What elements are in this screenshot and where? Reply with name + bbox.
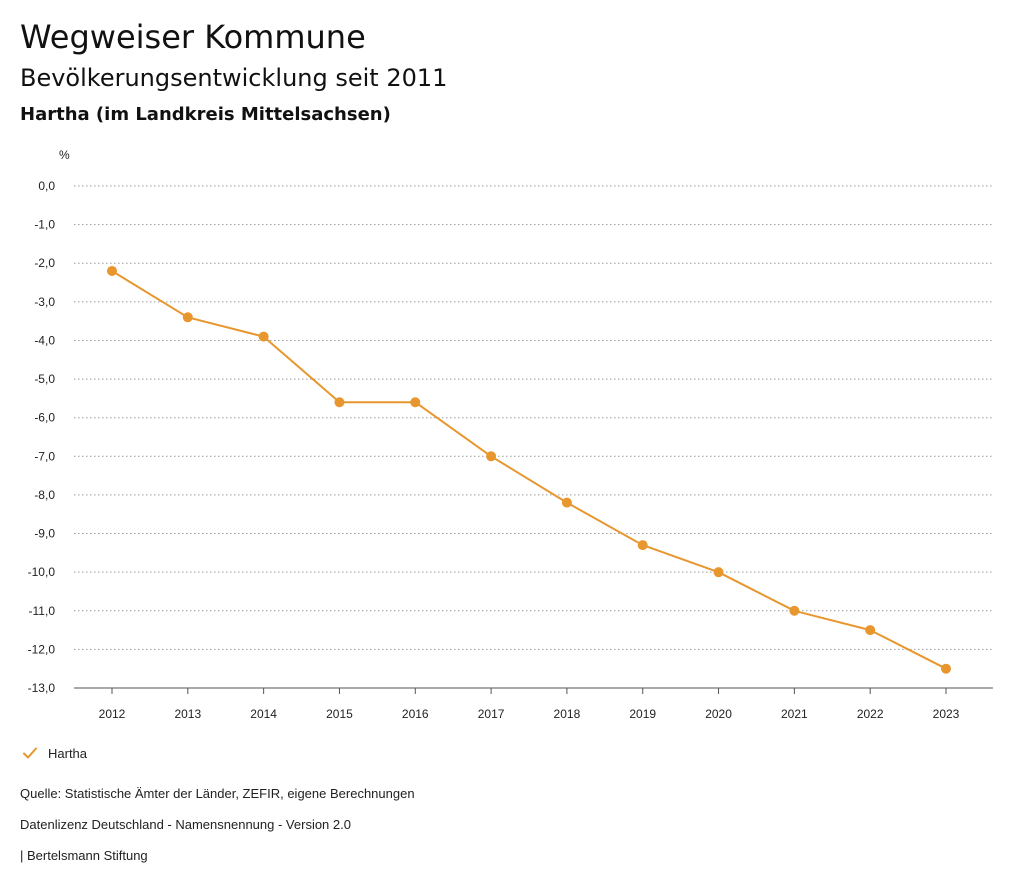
chart-subtitle: Bevölkerungsentwicklung seit 2011	[20, 64, 448, 92]
data-point[interactable]	[334, 397, 345, 408]
y-tick-label: -13,0	[28, 681, 56, 695]
y-tick-label: -5,0	[34, 372, 55, 386]
x-tick-labels: 2012 2013 2014 2015 2016 2017 2018 2019 2020 2021…	[99, 688, 960, 721]
y-unit-label: %	[59, 148, 70, 162]
x-tick-label: 2012	[99, 707, 126, 721]
publisher-note: | Bertelsmann Stiftung	[20, 848, 148, 863]
data-point[interactable]	[789, 605, 800, 616]
page-title: Wegweiser Kommune	[20, 18, 366, 56]
y-tick-label: -2,0	[34, 256, 55, 270]
y-tick-label: -4,0	[34, 333, 55, 347]
x-tick-label: 2018	[554, 707, 581, 721]
legend-label: Hartha	[48, 745, 88, 761]
y-tick-label: -11,0	[29, 604, 56, 618]
data-point[interactable]	[713, 567, 724, 578]
y-tick-label: -10,0	[28, 565, 56, 579]
x-tick-label: 2014	[250, 707, 277, 721]
data-point[interactable]	[865, 625, 876, 636]
data-point[interactable]	[637, 540, 648, 551]
y-tick-label: -7,0	[34, 449, 55, 463]
series-layer	[107, 265, 951, 674]
y-tick-label: -3,0	[34, 295, 55, 309]
y-tick-labels: % 0,0 -1,0 -2,0 -3,0 -4,0 -5,0 -6,0 -7,0 -8,0 -9,0…	[28, 148, 70, 695]
y-tick-label: -1,0	[34, 218, 55, 232]
grid-layer	[74, 185, 993, 689]
y-tick-label: -6,0	[34, 411, 55, 425]
x-tick-label: 2015	[326, 707, 353, 721]
x-tick-label: 2022	[857, 707, 884, 721]
data-point[interactable]	[486, 451, 497, 462]
source-note: Quelle: Statistische Ämter der Länder, Z…	[20, 786, 415, 801]
x-tick-label: 2023	[933, 707, 960, 721]
region-label: Hartha (im Landkreis Mittelsachsen)	[20, 104, 391, 125]
data-point[interactable]	[410, 397, 421, 408]
x-tick-label: 2013	[174, 707, 201, 721]
y-tick-label: -12,0	[28, 642, 56, 656]
data-point[interactable]	[561, 497, 572, 508]
data-point[interactable]	[258, 331, 269, 342]
license-note: Datenlizenz Deutschland - Namensnennung …	[20, 817, 351, 832]
y-tick-label: 0,0	[38, 179, 55, 193]
data-point[interactable]	[941, 663, 951, 674]
y-tick-label: -9,0	[34, 527, 55, 541]
x-tick-label: 2021	[781, 707, 808, 721]
data-point[interactable]	[182, 312, 193, 323]
data-point[interactable]	[107, 265, 117, 276]
y-tick-label: -8,0	[34, 488, 55, 502]
series-line-hartha	[111, 270, 947, 670]
check-icon	[23, 747, 37, 759]
x-tick-label: 2020	[705, 707, 732, 721]
line-chart: % 0,0 -1,0 -2,0 -3,0 -4,0 -5,0 -6,0 -7,0 -8,0 -9,0…	[28, 148, 993, 721]
x-tick-label: 2016	[402, 707, 429, 721]
x-tick-label: 2017	[478, 707, 505, 721]
legend-item-hartha[interactable]: Hartha	[22, 745, 87, 761]
x-tick-label: 2019	[629, 707, 656, 721]
